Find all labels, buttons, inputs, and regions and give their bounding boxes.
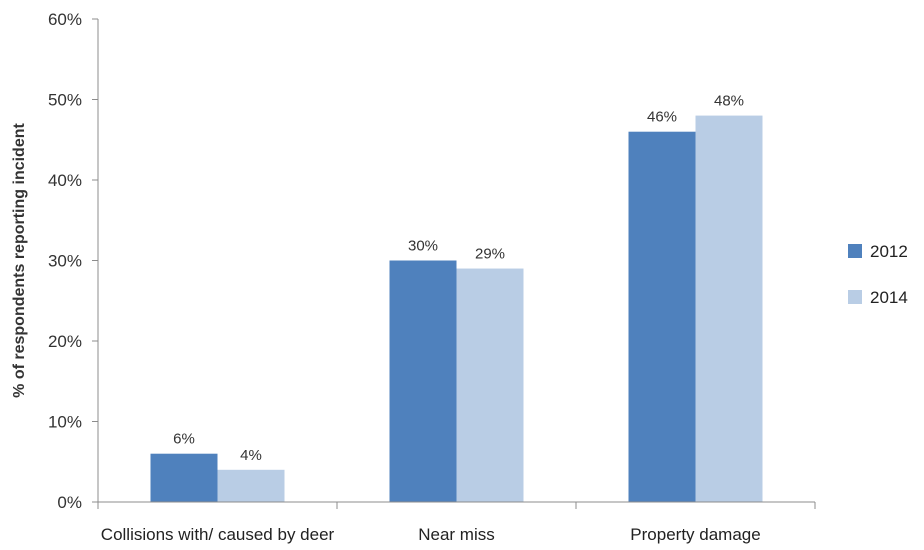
legend: 2012 2014 [848, 242, 908, 307]
y-tick-label: 30% [48, 252, 82, 271]
x-tick-label: Property damage [630, 525, 760, 544]
y-axis-label: % of respondents reporting incident [11, 122, 28, 397]
bar-2012 [389, 260, 457, 502]
data-label: 29% [475, 246, 505, 263]
y-tick-label: 10% [48, 413, 82, 432]
x-tick-label: Near miss [418, 525, 495, 544]
legend-label: 2012 [870, 242, 908, 261]
bars: 6% 4% 30% 29% 46% 48% [150, 93, 763, 502]
y-axis: 0% 10% 20% 30% 40% 50% 60% [48, 10, 99, 512]
legend-label: 2014 [870, 288, 908, 307]
x-axis: Collisions with/ caused by deer Near miss… [97, 501, 816, 544]
y-tick-label: 20% [48, 332, 82, 351]
y-tick-label: 40% [48, 171, 82, 190]
y-tick-label: 60% [48, 10, 82, 29]
legend-swatch-2012 [848, 244, 862, 258]
y-tick-label: 50% [48, 91, 82, 110]
data-label: 48% [714, 93, 744, 110]
bar-2012 [150, 453, 218, 502]
legend-swatch-2014 [848, 290, 862, 304]
y-tick-label: 0% [57, 493, 82, 512]
bar-2014 [695, 115, 763, 502]
bar-2014 [456, 268, 524, 502]
x-tick-label: Collisions with/ caused by deer [101, 525, 335, 544]
bar-2014 [217, 469, 285, 502]
data-label: 4% [240, 447, 262, 464]
data-label: 46% [647, 109, 677, 126]
data-label: 30% [408, 238, 438, 255]
data-label: 6% [173, 431, 195, 448]
bar-2012 [628, 131, 696, 502]
